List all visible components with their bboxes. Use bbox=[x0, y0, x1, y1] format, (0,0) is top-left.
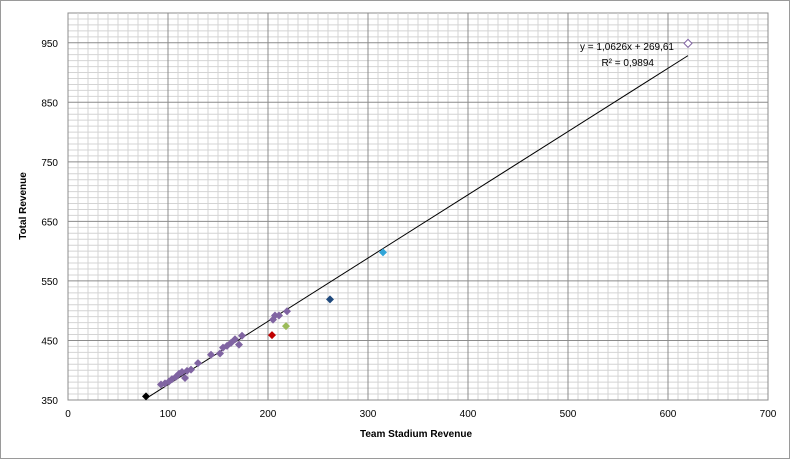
y-axis-title: Total Revenue bbox=[18, 172, 29, 240]
data-point bbox=[181, 373, 189, 382]
x-tick-label: 300 bbox=[360, 409, 377, 420]
y-tick-label: 850 bbox=[41, 98, 58, 109]
x-tick-labels: 0 100 200 300 400 500 600 700 bbox=[65, 409, 777, 420]
major-gridlines bbox=[67, 13, 769, 401]
x-tick-label: 0 bbox=[65, 409, 71, 420]
trendline-r-squared: R² = 0,9894 bbox=[601, 58, 654, 69]
y-tick-label: 750 bbox=[41, 158, 58, 169]
data-point bbox=[194, 359, 202, 368]
x-tick-label: 200 bbox=[260, 409, 277, 420]
data-point bbox=[142, 392, 150, 401]
data-point bbox=[683, 38, 693, 49]
data-point bbox=[379, 248, 387, 257]
data-point bbox=[207, 350, 215, 359]
data-point bbox=[235, 340, 243, 349]
data-point bbox=[283, 307, 291, 316]
y-tick-label: 450 bbox=[41, 336, 58, 347]
x-axis-title: Team Stadium Revenue bbox=[360, 429, 473, 440]
x-tick-label: 400 bbox=[460, 409, 477, 420]
data-point bbox=[231, 335, 239, 344]
x-tick-label: 100 bbox=[160, 409, 177, 420]
x-tick-label: 500 bbox=[560, 409, 577, 420]
data-point bbox=[187, 365, 195, 374]
y-tick-label: 550 bbox=[41, 277, 58, 288]
minor-gridlines bbox=[68, 13, 768, 400]
data-point bbox=[238, 331, 246, 340]
data-point bbox=[216, 349, 224, 358]
data-point bbox=[268, 331, 276, 340]
data-points bbox=[142, 38, 693, 401]
data-point bbox=[275, 311, 283, 320]
y-tick-label: 350 bbox=[41, 396, 58, 407]
x-tick-label: 600 bbox=[660, 409, 677, 420]
data-point bbox=[326, 295, 334, 304]
data-point bbox=[282, 322, 290, 331]
y-tick-label: 950 bbox=[41, 39, 58, 50]
trendline-equation: y = 1,0626x + 269,61 bbox=[580, 42, 674, 53]
x-tick-label: 700 bbox=[760, 409, 777, 420]
y-tick-label: 650 bbox=[41, 217, 58, 228]
y-tick-labels: 350 450 550 650 750 850 950 bbox=[41, 39, 58, 407]
